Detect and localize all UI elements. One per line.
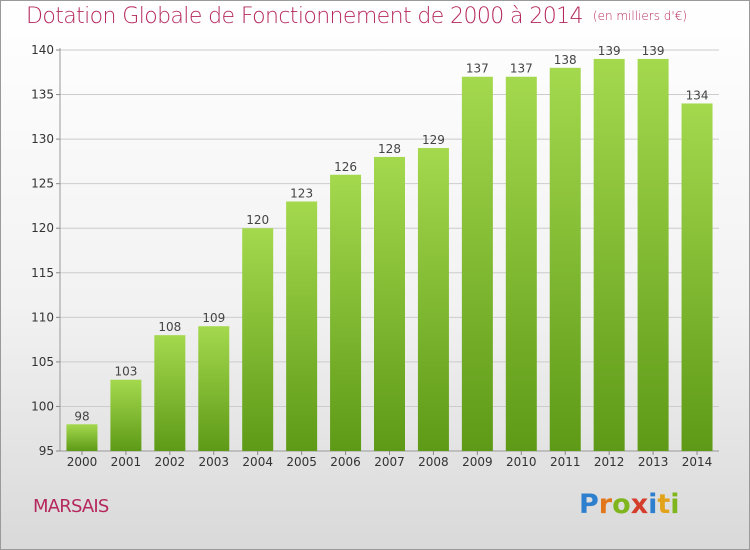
y-tick-label: 120 — [31, 221, 54, 235]
data-label: 120 — [246, 213, 269, 227]
x-tick-label: 2001 — [111, 455, 142, 469]
x-tick-label: 2014 — [682, 455, 713, 469]
data-label: 139 — [642, 44, 665, 58]
proxiti-logo: Proxiti — [579, 489, 680, 520]
chart-title: Dotation Globale de Fonctionnement de 20… — [26, 4, 687, 29]
logo-letter: r — [598, 489, 613, 520]
y-tick-label: 135 — [31, 88, 54, 102]
x-tick-label: 2012 — [594, 455, 625, 469]
x-tick-label: 2002 — [155, 455, 186, 469]
data-label: 108 — [158, 320, 181, 334]
bar — [242, 228, 274, 451]
x-tick-label: 2005 — [286, 455, 317, 469]
data-label: 98 — [74, 409, 89, 423]
y-tick-label: 140 — [31, 43, 54, 57]
logo-letter: t — [657, 489, 671, 520]
logo-letter: P — [579, 489, 599, 520]
logo-letter: x — [630, 489, 649, 520]
y-axis-ticks: 95 100 105 110 115 120 125 130 135 140 — [31, 43, 60, 458]
logo-letter: i — [648, 489, 658, 520]
x-tick-label: 2011 — [550, 455, 581, 469]
bar — [374, 156, 405, 451]
bar — [549, 67, 581, 452]
bar — [110, 379, 142, 451]
data-label: 134 — [686, 88, 709, 102]
data-label: 139 — [598, 44, 621, 58]
bar — [461, 76, 493, 451]
commune-name: MARSAIS — [33, 496, 109, 517]
bar — [286, 201, 318, 451]
y-tick-label: 110 — [31, 310, 54, 324]
data-label: 137 — [466, 62, 489, 76]
y-tick-label: 100 — [31, 399, 54, 413]
data-label: 126 — [334, 160, 357, 174]
data-label: 137 — [510, 62, 533, 76]
x-tick-label: 2000 — [67, 455, 98, 469]
x-tick-label: 2009 — [462, 455, 493, 469]
y-tick-label: 125 — [31, 177, 54, 191]
data-label: 109 — [202, 311, 225, 325]
x-tick-label: 2006 — [330, 455, 361, 469]
data-label: 103 — [114, 365, 137, 379]
bar — [505, 76, 537, 451]
chart-title-text: Dotation Globale de Fonctionnement de 20… — [26, 4, 584, 29]
x-tick-label: 2003 — [198, 455, 229, 469]
y-tick-label: 105 — [31, 355, 54, 369]
data-label: 128 — [378, 142, 401, 156]
bar — [330, 174, 362, 451]
logo-letter: i — [670, 489, 680, 520]
data-label: 138 — [554, 53, 577, 67]
data-labels: 98 103 108 109 120 123 126 128 129 137 137 138 139 13… — [74, 44, 708, 423]
bar — [681, 103, 713, 451]
bar — [66, 424, 98, 451]
data-label: 129 — [422, 133, 445, 147]
data-label: 123 — [290, 186, 313, 200]
y-tick-label: 115 — [31, 266, 54, 280]
y-tick-label: 130 — [31, 132, 54, 146]
x-axis-ticks: 2000 2001 2002 2003 2004 2005 2006 2007 2008 2009… — [67, 451, 713, 469]
bar — [637, 58, 669, 452]
bars — [66, 58, 713, 452]
x-tick-label: 2010 — [506, 455, 537, 469]
bar — [593, 58, 625, 452]
y-tick-label: 95 — [39, 444, 54, 458]
bar — [198, 326, 230, 451]
x-tick-label: 2004 — [242, 455, 273, 469]
bar — [417, 148, 449, 451]
x-tick-label: 2008 — [418, 455, 449, 469]
x-tick-label: 2013 — [638, 455, 669, 469]
x-tick-label: 2007 — [374, 455, 405, 469]
unit-note: (en milliers d'€) — [592, 9, 688, 23]
logo-letter: o — [612, 489, 631, 520]
bar — [154, 335, 186, 451]
